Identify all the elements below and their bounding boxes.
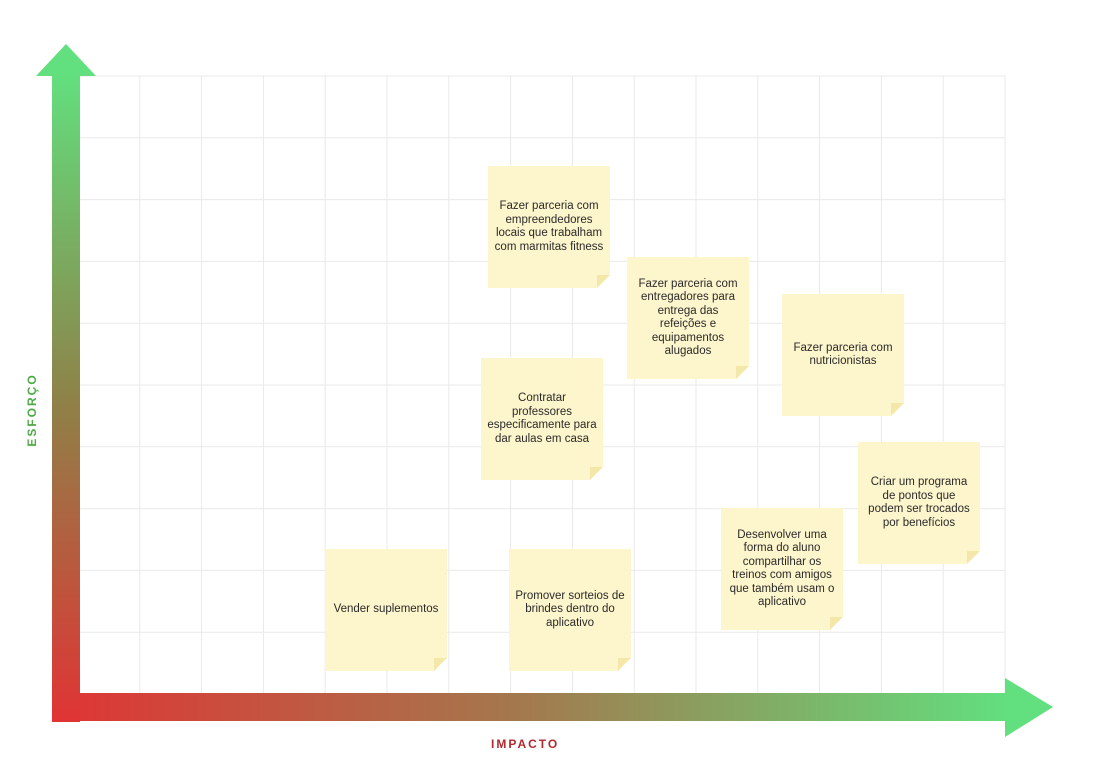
sticky-note[interactable]: Criar um programa de pontos que podem se…: [858, 442, 980, 564]
sticky-note[interactable]: Desenvolver uma forma do aluno compartil…: [721, 508, 843, 630]
note-text: Fazer parceria com empreendedores locais…: [494, 200, 604, 253]
note-text: Contratar professores especificamente pa…: [487, 392, 597, 445]
sticky-note[interactable]: Promover sorteios de brindes dentro do a…: [509, 549, 631, 671]
note-text: Fazer parceria com entregadores para ent…: [638, 277, 738, 357]
note-text: Promover sorteios de brindes dentro do a…: [515, 589, 625, 629]
sticky-note[interactable]: Vender suplementos: [325, 549, 447, 671]
note-text: Criar um programa de pontos que podem se…: [868, 476, 970, 529]
note-text: Vender suplementos: [333, 603, 439, 616]
sticky-note[interactable]: Fazer parceria com entregadores para ent…: [627, 257, 749, 379]
sticky-note[interactable]: Fazer parceria com nutricionistas: [782, 294, 904, 416]
x-axis-arrow: [52, 678, 1053, 737]
x-axis-label: IMPACTO: [491, 737, 560, 751]
sticky-note[interactable]: Fazer parceria com empreendedores locais…: [488, 166, 610, 288]
note-text: Fazer parceria com nutricionistas: [793, 341, 893, 367]
y-axis-arrow: [36, 44, 96, 722]
note-text: Desenvolver uma forma do aluno compartil…: [729, 528, 835, 608]
y-axis-label: ESFORÇO: [25, 373, 39, 447]
sticky-note[interactable]: Contratar professores especificamente pa…: [481, 358, 603, 480]
